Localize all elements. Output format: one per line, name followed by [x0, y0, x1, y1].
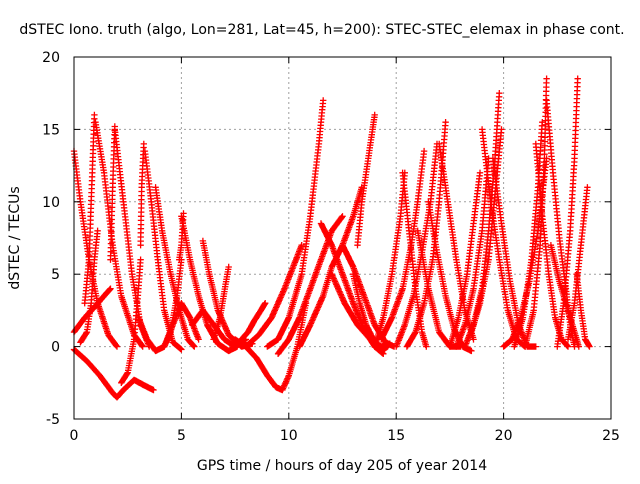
series	[378, 119, 477, 355]
plot-frame	[73, 56, 612, 420]
data-track	[378, 147, 428, 343]
series	[70, 147, 157, 401]
series	[77, 111, 153, 350]
y-tick-label: 20	[42, 50, 60, 66]
x-tick-label: 0	[70, 428, 79, 444]
x-tick-label: 20	[495, 428, 513, 444]
data-track	[573, 271, 593, 350]
data-track	[81, 111, 98, 307]
data-track	[242, 242, 305, 350]
x-tick-label: 5	[177, 428, 186, 444]
data-track	[70, 346, 157, 401]
y-tick-label: 15	[42, 122, 60, 138]
data-track	[161, 256, 185, 350]
data-track	[554, 75, 581, 350]
y-axis-label: dSTEC / TECUs	[7, 186, 23, 289]
y-tick-label: 0	[51, 340, 60, 356]
data-track	[354, 111, 378, 249]
chart-title: dSTEC Iono. truth (algo, Lon=281, Lat=45…	[19, 22, 624, 38]
y-tick-label: 10	[42, 195, 60, 211]
data-track	[399, 169, 430, 350]
data-track	[453, 155, 492, 350]
data-track	[77, 227, 101, 346]
x-axis-label: GPS time / hours of day 205 of year 2014	[197, 458, 487, 474]
data-track	[238, 300, 269, 343]
data-track	[264, 97, 327, 350]
plot-area	[70, 75, 593, 401]
series	[317, 111, 408, 357]
data-track	[210, 263, 232, 343]
tick-layer: 0 5 10 15 20 25 -5 0 5 10 15 20	[42, 50, 620, 444]
series	[161, 210, 269, 355]
x-tick-label: 15	[387, 428, 405, 444]
y-tick-label: -5	[46, 412, 60, 428]
data-track	[118, 256, 144, 386]
y-tick-label: 5	[51, 267, 60, 283]
x-tick-label: 25	[602, 428, 620, 444]
x-tick-label: 10	[280, 428, 298, 444]
series	[511, 75, 593, 350]
data-track	[446, 169, 484, 350]
